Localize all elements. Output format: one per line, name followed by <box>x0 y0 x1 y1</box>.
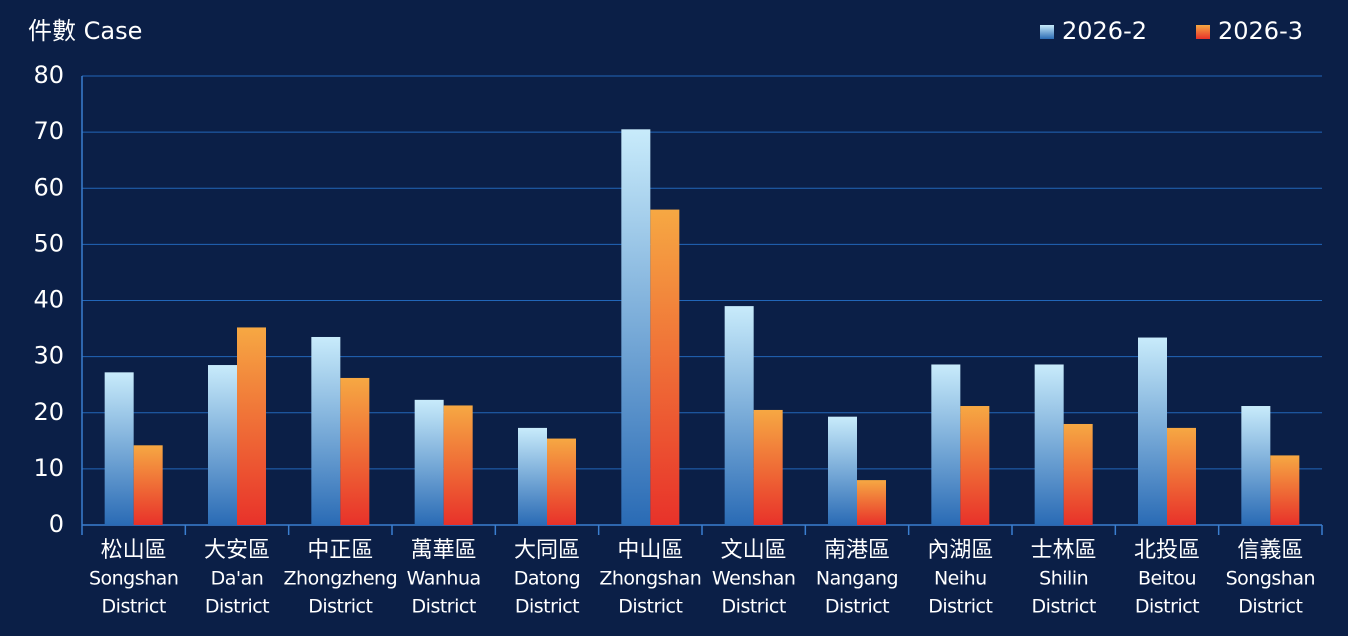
x-tick-label: Zhongzheng <box>284 568 398 590</box>
x-tick-label: District <box>722 596 786 618</box>
bar <box>1034 364 1064 525</box>
x-tick-label: District <box>1032 596 1096 618</box>
bar <box>104 372 134 525</box>
x-tick-label: Datong <box>514 568 580 590</box>
bar <box>208 365 237 525</box>
y-tick-label: 60 <box>33 173 64 201</box>
x-tick-label: District <box>308 596 372 618</box>
x-tick-label: Nangang <box>816 568 898 590</box>
x-tick-label: Wenshan <box>712 568 796 590</box>
bar <box>753 409 783 525</box>
y-axis-label: 件數 Case <box>28 17 142 45</box>
x-tick-label: 大安區 <box>204 538 270 563</box>
x-tick-label: Songshan <box>1226 568 1315 590</box>
legend-label: 2026-3 <box>1218 17 1303 45</box>
x-tick-label: 大同區 <box>514 538 580 563</box>
y-tick-label: 80 <box>33 61 64 89</box>
x-tick-label: 信義區 <box>1237 538 1303 563</box>
x-tick-label: District <box>825 596 889 618</box>
x-tick-label: District <box>1135 596 1199 618</box>
x-tick-label: 士林區 <box>1031 538 1097 563</box>
y-tick-label: 0 <box>49 510 64 538</box>
bar <box>133 445 163 525</box>
x-tick-label: Zhongshan <box>599 568 701 590</box>
legend-swatch <box>1196 25 1210 39</box>
legend-label: 2026-2 <box>1062 17 1147 45</box>
bar <box>857 480 886 525</box>
x-tick-label: District <box>515 596 579 618</box>
x-tick-label: District <box>205 596 269 618</box>
y-tick-label: 70 <box>33 117 64 145</box>
x-tick-label: 內湖區 <box>927 538 993 563</box>
x-tick-label: 北投區 <box>1134 538 1200 563</box>
x-tick-label: 文山區 <box>721 538 787 563</box>
x-tick-label: Wanhua <box>407 568 481 590</box>
bar <box>414 399 444 525</box>
y-tick-label: 50 <box>33 229 64 257</box>
y-tick-label: 40 <box>33 286 64 314</box>
x-tick-label: District <box>1238 596 1302 618</box>
bar <box>1138 337 1167 525</box>
bar <box>547 438 576 525</box>
bar <box>340 377 370 525</box>
y-tick-label: 30 <box>33 342 64 370</box>
bar <box>443 405 473 525</box>
x-tick-label: 中正區 <box>307 538 373 563</box>
x-tick-label: Songshan <box>89 568 178 590</box>
bar <box>1270 455 1300 525</box>
bar <box>1167 427 1196 525</box>
bar <box>237 327 266 525</box>
x-tick-label: Shilin <box>1039 568 1088 590</box>
x-tick-label: 南港區 <box>824 538 890 563</box>
x-tick-label: 松山區 <box>101 538 167 563</box>
x-tick-label: 萬華區 <box>411 538 477 563</box>
y-tick-label: 10 <box>33 454 64 482</box>
bar <box>621 129 651 525</box>
bar <box>724 306 754 525</box>
x-tick-label: 中山區 <box>617 538 683 563</box>
x-tick-label: Da'an <box>211 568 264 590</box>
bar <box>960 406 990 525</box>
legend-swatch <box>1040 25 1054 39</box>
bar <box>311 336 341 525</box>
bar <box>1241 406 1271 525</box>
x-tick-label: District <box>928 596 992 618</box>
bar <box>931 364 961 525</box>
x-tick-label: District <box>618 596 682 618</box>
x-tick-label: Neihu <box>934 568 987 590</box>
bar <box>828 416 857 525</box>
x-tick-label: District <box>412 596 476 618</box>
x-tick-label: District <box>102 596 166 618</box>
y-tick-label: 20 <box>33 398 64 426</box>
x-tick-label: Beitou <box>1138 568 1196 590</box>
bar <box>650 209 680 525</box>
bar <box>1063 423 1093 525</box>
bar <box>518 427 547 525</box>
